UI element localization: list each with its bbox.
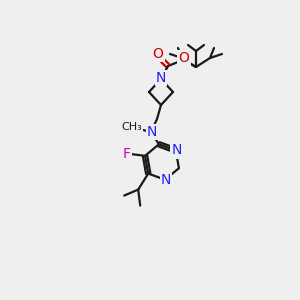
Text: O: O — [178, 51, 189, 65]
Text: CH₃: CH₃ — [122, 122, 142, 132]
Text: N: N — [147, 125, 157, 139]
Text: N: N — [172, 143, 182, 158]
Text: N: N — [156, 71, 166, 85]
Text: F: F — [123, 147, 131, 161]
Text: O: O — [153, 47, 164, 61]
Text: N: N — [161, 173, 171, 187]
